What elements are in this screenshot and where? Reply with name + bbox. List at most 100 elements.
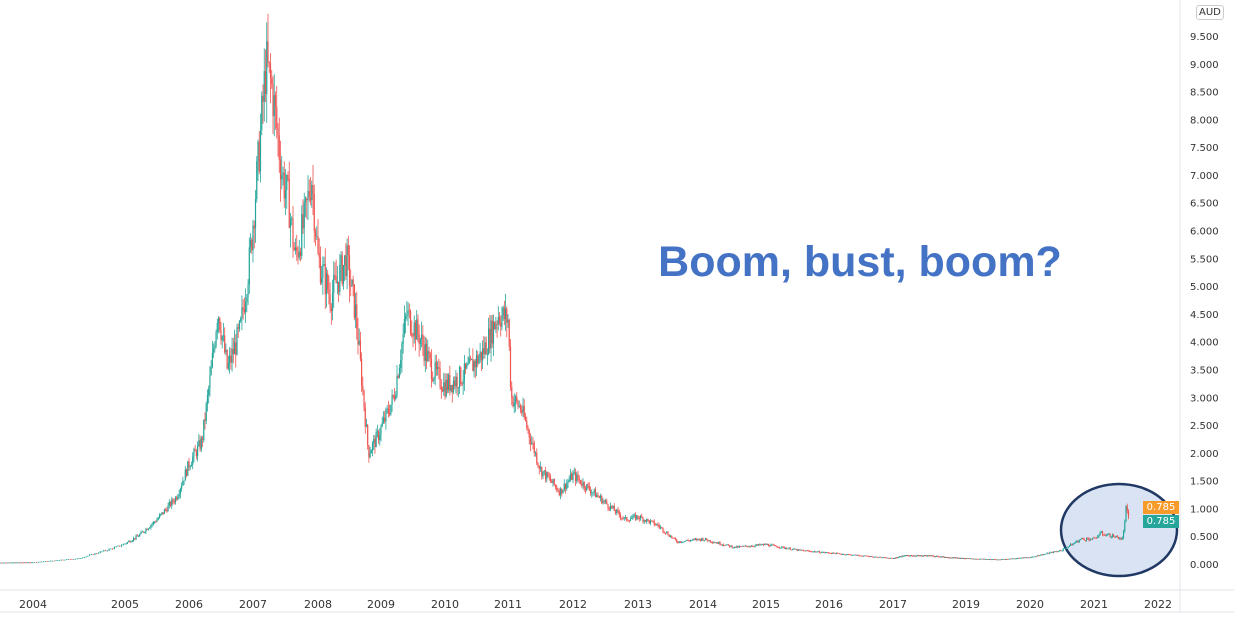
candle-body [22,562,25,564]
candle-body [970,558,972,560]
candle-body [961,557,963,559]
candle-body [490,320,492,349]
candle-body [508,319,510,347]
candle-body [612,506,614,508]
candle-body [1025,557,1027,559]
y-tick-label: 2.000 [1190,449,1219,460]
candle-body [1038,555,1040,557]
candle-body [636,515,638,520]
candle-body [506,308,508,323]
candle-body [412,335,414,337]
candle-body [307,191,309,200]
candle-body [254,199,257,229]
candle-body [1086,538,1088,541]
candle-body [96,553,98,555]
candle-body [26,562,28,564]
candle-body [71,559,73,561]
candle-body [956,557,958,559]
candle-body [362,385,364,391]
candle-body [284,190,287,199]
candle-body [632,515,634,518]
candle-body [909,555,911,557]
candle-body [454,380,456,387]
candle-body [268,61,270,63]
candle-body [976,558,978,560]
x-tick-label: 2021 [1080,598,1108,611]
candle-body [184,469,186,481]
candle-body [715,542,717,544]
candle-body [106,550,108,552]
candle-body [817,551,819,553]
candle-body [818,551,820,553]
candle-body [417,319,419,335]
candle-body [880,556,882,558]
candle-body [709,540,711,542]
candle-body [187,461,189,476]
candle-body [955,557,957,559]
candle-body [347,245,349,256]
candle-body [1078,540,1080,543]
candle-body [112,548,114,550]
candle-body [200,438,202,450]
candle-body [622,517,624,519]
candle-body [256,161,258,200]
candle-body [857,554,860,556]
candle-body [969,558,971,560]
candle-body [1007,559,1009,560]
candle-body [43,561,45,563]
x-tick-label: 2007 [239,598,267,611]
candle-body [1068,545,1070,547]
candle-body [746,545,748,547]
candle-body [656,524,658,525]
candle-body [407,310,409,316]
candle-body [1126,506,1128,512]
candle-body [400,360,402,368]
candle-body [759,544,761,546]
candle-body [1056,551,1058,553]
candle-body [387,408,389,413]
candle-body [626,517,628,521]
candle-body [929,555,931,557]
candle-body [542,471,544,477]
candle-body [726,544,728,546]
candle-body [291,218,293,219]
candle-body [913,555,915,557]
candle-body [882,557,884,559]
candle-body [859,555,861,557]
candle-body [251,239,253,251]
candle-body [693,539,695,540]
candle-body [58,560,61,561]
candle-body [950,557,953,559]
candle-body [934,556,937,558]
candle-body [948,557,950,559]
candle-body [78,558,80,559]
candle-body [397,375,399,378]
candle-body [317,236,319,254]
candle-body [556,486,558,491]
candle-body [489,328,491,349]
candle-body [301,214,303,256]
candle-body [886,557,888,559]
candle-body [126,542,129,544]
currency-label[interactable]: AUD [1196,5,1224,20]
candle-body [185,469,188,476]
candle-body [53,560,55,562]
candle-body [830,553,833,555]
candle-body [1088,538,1090,541]
candle-body [641,516,643,518]
candle-body [356,304,358,329]
candle-body [156,519,158,522]
candle-body [737,546,739,548]
candle-body [947,557,949,558]
candle-body [777,547,779,549]
candle-body [384,417,386,422]
candle-body [318,253,320,258]
candle-body [609,505,612,510]
candle-body [1018,558,1020,559]
candle-body [982,558,984,560]
candle-body [1015,558,1018,560]
candle-body [303,202,305,229]
candle-body [671,535,673,538]
candle-body [477,355,479,364]
candle-body [870,556,872,558]
